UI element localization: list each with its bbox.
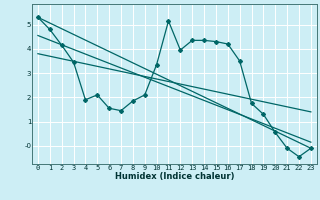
- X-axis label: Humidex (Indice chaleur): Humidex (Indice chaleur): [115, 172, 234, 181]
